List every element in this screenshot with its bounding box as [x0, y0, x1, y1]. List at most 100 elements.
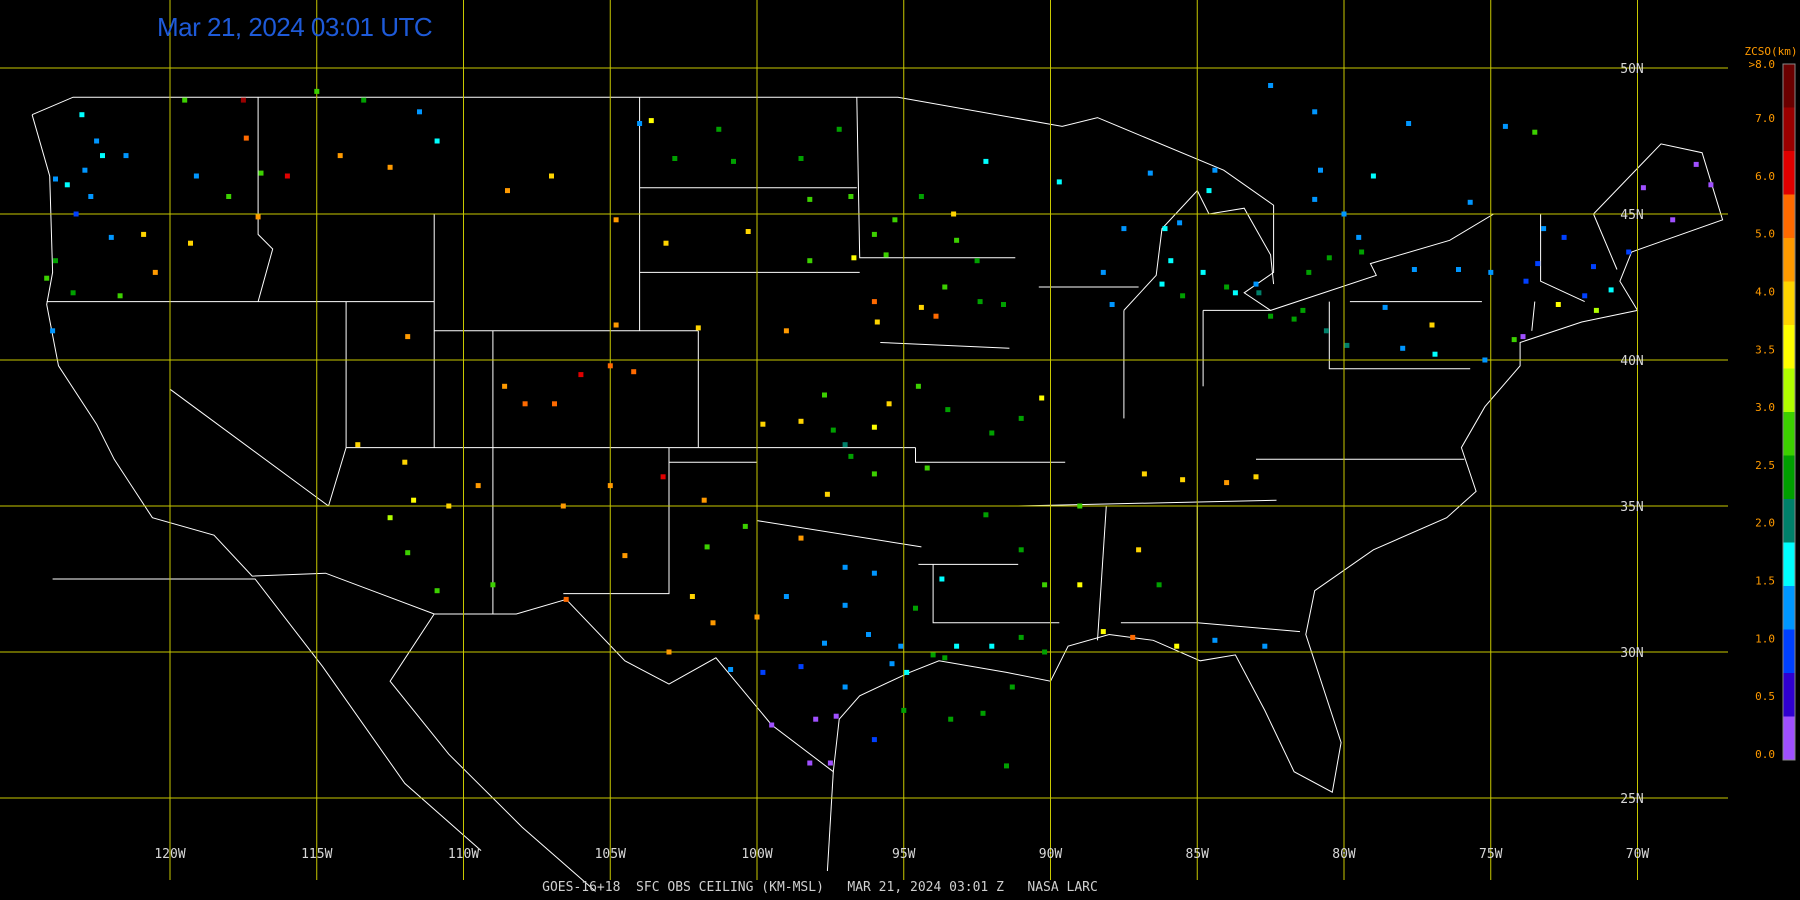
observation-point	[1121, 226, 1127, 232]
observation-point	[807, 760, 813, 766]
observation-point	[898, 643, 904, 649]
observation-point	[1300, 307, 1306, 313]
observation-point	[948, 716, 954, 722]
observation-point	[660, 474, 666, 480]
observation-point	[549, 173, 554, 179]
state-line-18	[880, 342, 1010, 349]
observation-point	[915, 383, 921, 389]
observation-point	[1147, 170, 1153, 176]
observation-point	[1341, 211, 1347, 217]
observation-point	[434, 588, 440, 594]
legend-swatch	[1783, 151, 1795, 195]
meridian-label: 90W	[1039, 847, 1063, 862]
observation-point	[1018, 415, 1024, 421]
parallel-label: 35N	[1620, 500, 1643, 515]
observation-point	[1253, 281, 1259, 287]
observation-point	[475, 483, 481, 489]
legend-swatch	[1783, 238, 1795, 282]
observation-point	[1004, 763, 1009, 769]
observation-point	[830, 427, 836, 433]
observation-point	[742, 523, 748, 529]
observation-point	[1640, 185, 1646, 191]
observation-point	[977, 299, 983, 305]
meridian-label: 95W	[892, 847, 916, 862]
observation-point	[152, 269, 158, 275]
observation-point	[1370, 173, 1376, 179]
legend-frame	[1782, 63, 1796, 761]
observation-point	[983, 512, 989, 518]
us-outline	[31, 96, 1724, 793]
legend-swatch	[1783, 716, 1795, 761]
observation-point	[552, 401, 557, 407]
observation-point	[1180, 293, 1186, 299]
observation-point	[337, 153, 343, 159]
legend-tick-label: 0.0	[1755, 748, 1775, 761]
observation-point	[980, 710, 986, 716]
legend-swatch	[1783, 107, 1795, 152]
observation-point	[44, 275, 50, 281]
observation-point	[100, 153, 105, 159]
observation-point	[1670, 217, 1676, 223]
observation-point	[79, 112, 85, 118]
state-line-25	[1120, 622, 1301, 633]
observation-point	[240, 97, 246, 103]
observation-point	[1382, 304, 1388, 310]
observation-point	[945, 407, 951, 413]
observation-point	[1312, 196, 1318, 202]
color-legend: ZCSO(km)>8.0 7.0 6.0 5.0 4.0 3.5 3.0 2.5 2.0 1.5 1…	[1745, 45, 1798, 761]
observation-point	[1136, 547, 1142, 553]
legend-tick-label: 4.0	[1755, 286, 1775, 299]
observation-point	[226, 194, 232, 199]
state-line-35	[1531, 301, 1536, 331]
observation-point	[637, 121, 643, 126]
observation-point	[871, 299, 877, 305]
observation-point	[813, 716, 819, 722]
legend-tick-label: 1.5	[1755, 575, 1775, 588]
observation-point	[783, 328, 789, 334]
legend-swatch	[1783, 281, 1795, 326]
observation-point	[716, 126, 722, 132]
observation-point	[1039, 395, 1045, 401]
observation-point	[1206, 188, 1212, 194]
observation-point	[1359, 249, 1365, 255]
observation-point	[1262, 643, 1268, 649]
observation-point	[88, 194, 94, 199]
mexico-coast-east	[826, 771, 834, 872]
observation-point	[836, 126, 842, 132]
observation-point	[361, 97, 367, 103]
observation-point	[1268, 83, 1274, 88]
observation-point	[930, 652, 936, 658]
observation-point	[314, 88, 320, 94]
observation-point	[701, 497, 707, 503]
observation-point	[1130, 634, 1136, 640]
observation-point	[1042, 582, 1048, 588]
observation-point	[842, 684, 848, 690]
state-line-3	[328, 301, 347, 507]
legend-tick-label: 2.5	[1755, 459, 1775, 472]
observation-point	[243, 135, 249, 141]
observation-point	[1109, 302, 1115, 307]
observation-point	[405, 334, 411, 340]
observation-point	[672, 156, 678, 161]
observation-point	[1456, 267, 1461, 272]
legend-swatch	[1783, 325, 1795, 369]
observation-point	[1523, 278, 1529, 284]
observation-point	[1268, 313, 1274, 319]
observation-point	[1306, 269, 1312, 275]
observation-point	[892, 217, 898, 223]
observation-point	[807, 258, 813, 264]
observation-point	[82, 167, 88, 173]
observation-point	[622, 553, 628, 559]
observation-point	[824, 491, 830, 497]
observation-point	[402, 459, 408, 465]
observation-point	[1253, 474, 1259, 480]
political-borders	[31, 96, 1724, 892]
observation-point	[989, 643, 995, 649]
parallel-label: 40N	[1620, 354, 1643, 369]
observation-point	[417, 109, 422, 115]
observation-point	[822, 392, 827, 398]
observation-point	[446, 503, 452, 509]
footer-caption-text: GOES-16+18 SFC OBS CEILING (KM-MSL) MAR …	[542, 880, 1098, 895]
observation-point	[871, 737, 877, 743]
meridian-label: 80W	[1332, 847, 1356, 862]
